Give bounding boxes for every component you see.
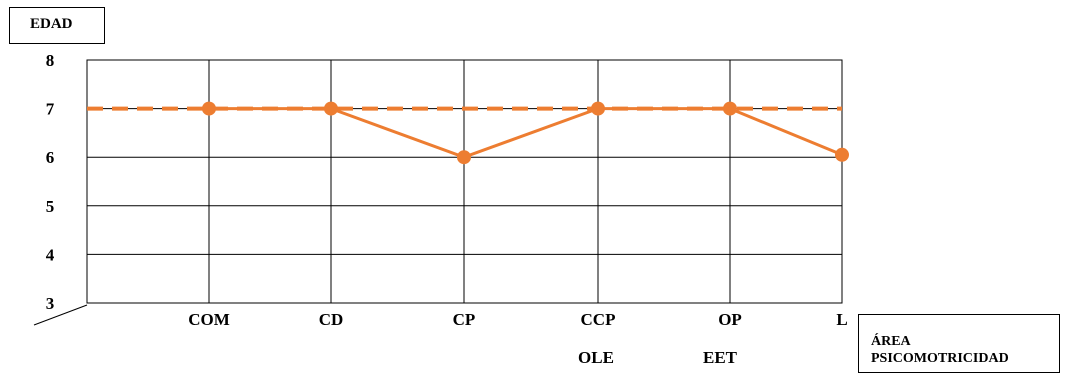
series-point (591, 101, 605, 116)
x-sub-label: EET (703, 348, 738, 367)
x-axis-ticks: COM CD CP CCP OLE OP EET L (188, 310, 847, 367)
y-tick-label: 5 (46, 197, 55, 216)
series-point (202, 101, 216, 116)
series-point (723, 101, 737, 116)
x-axis-label: ÁREA PSICOMOTRICIDAD (858, 314, 1060, 373)
y-axis-label: EDAD (9, 7, 105, 44)
x-tick-label: CD (319, 310, 344, 329)
y-tick-label: 7 (46, 100, 55, 119)
x-tick-label: COM (188, 310, 230, 329)
series-point (835, 147, 849, 162)
x-tick-label: L (836, 310, 847, 329)
axis-corner-diagonal (33, 304, 88, 326)
y-tick-label: 4 (46, 245, 55, 264)
y-tick-label: 3 (46, 294, 55, 313)
series-point (457, 150, 471, 165)
x-tick-label: CP (453, 310, 476, 329)
x-tick-label: OP (718, 310, 742, 329)
series (87, 101, 849, 165)
x-axis-label-line-1: ÁREA (871, 334, 911, 349)
series-point (324, 101, 338, 116)
y-axis-ticks: 3 4 5 6 7 8 (46, 51, 55, 313)
x-sub-label: OLE (578, 348, 614, 367)
y-tick-label: 6 (46, 148, 55, 167)
x-tick-label: CCP (581, 310, 616, 329)
series-line-solid (209, 107, 843, 159)
y-tick-label: 8 (46, 51, 55, 70)
x-axis-label-line-2: PSICOMOTRICIDAD (871, 351, 1009, 366)
grid (33, 59, 843, 326)
